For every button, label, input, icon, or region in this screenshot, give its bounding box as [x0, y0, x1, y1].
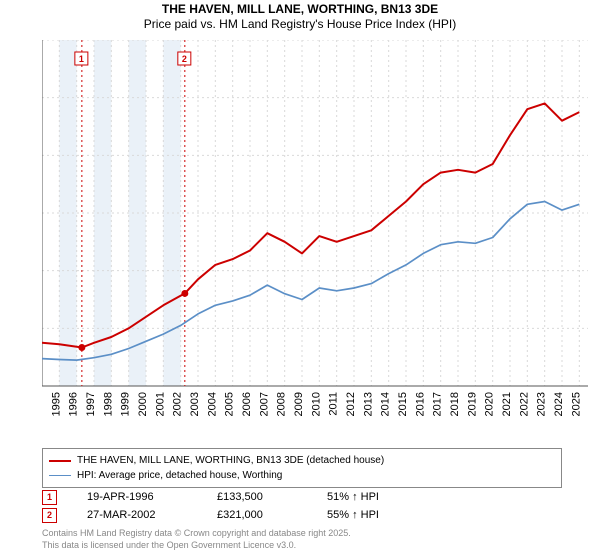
svg-text:2000: 2000 [137, 392, 149, 416]
sale-price-1: £321,000 [217, 509, 297, 521]
svg-text:1996: 1996 [68, 392, 80, 416]
sale-pct-0: 51% ↑ HPI [327, 491, 379, 503]
svg-text:2020: 2020 [484, 392, 496, 416]
svg-text:2014: 2014 [380, 392, 392, 416]
chart-container: THE HAVEN, MILL LANE, WORTHING, BN13 3DE… [0, 0, 600, 560]
sales-row-0: 1 19-APR-1996 £133,500 51% ↑ HPI [42, 488, 379, 506]
svg-text:1999: 1999 [120, 392, 132, 416]
svg-text:1994: 1994 [42, 392, 45, 416]
svg-text:2005: 2005 [224, 392, 236, 416]
svg-text:2008: 2008 [276, 392, 288, 416]
svg-text:1998: 1998 [102, 392, 114, 416]
legend-swatch-0 [49, 460, 71, 462]
svg-text:2003: 2003 [189, 392, 201, 416]
svg-text:1: 1 [79, 54, 84, 64]
svg-text:2024: 2024 [553, 392, 565, 416]
svg-text:2006: 2006 [241, 392, 253, 416]
legend-label-1: HPI: Average price, detached house, Wort… [77, 468, 282, 483]
svg-text:1997: 1997 [85, 392, 97, 416]
svg-text:2002: 2002 [172, 392, 184, 416]
svg-text:2025: 2025 [570, 392, 582, 416]
title-line1: THE HAVEN, MILL LANE, WORTHING, BN13 3DE [0, 2, 600, 17]
svg-text:2001: 2001 [154, 392, 166, 416]
sale-marker-1: 2 [42, 508, 57, 523]
svg-text:2: 2 [182, 54, 187, 64]
footer: Contains HM Land Registry data © Crown c… [42, 528, 351, 551]
footer-line1: Contains HM Land Registry data © Crown c… [42, 528, 351, 540]
legend-row-0: THE HAVEN, MILL LANE, WORTHING, BN13 3DE… [49, 453, 555, 468]
legend-label-0: THE HAVEN, MILL LANE, WORTHING, BN13 3DE… [77, 453, 384, 468]
sale-date-1: 27-MAR-2002 [87, 509, 187, 521]
sales-table: 1 19-APR-1996 £133,500 51% ↑ HPI 2 27-MA… [42, 488, 379, 524]
svg-text:2009: 2009 [293, 392, 305, 416]
sale-pct-1: 55% ↑ HPI [327, 509, 379, 521]
legend-swatch-1 [49, 475, 71, 477]
chart-area: £0£200K£400K£600K£800K£1M£1.2M1994199519… [42, 40, 588, 416]
svg-text:2015: 2015 [397, 392, 409, 416]
footer-line2: This data is licensed under the Open Gov… [42, 540, 351, 552]
svg-text:2007: 2007 [258, 392, 270, 416]
svg-text:1995: 1995 [50, 392, 62, 416]
svg-text:2021: 2021 [501, 392, 513, 416]
svg-text:2004: 2004 [206, 392, 218, 416]
svg-text:2017: 2017 [432, 392, 444, 416]
svg-text:2012: 2012 [345, 392, 357, 416]
svg-text:2019: 2019 [466, 392, 478, 416]
svg-text:2010: 2010 [310, 392, 322, 416]
svg-text:2018: 2018 [449, 392, 461, 416]
title-line2: Price paid vs. HM Land Registry's House … [0, 17, 600, 32]
sales-row-1: 2 27-MAR-2002 £321,000 55% ↑ HPI [42, 506, 379, 524]
svg-text:2016: 2016 [414, 392, 426, 416]
chart-svg: £0£200K£400K£600K£800K£1M£1.2M1994199519… [42, 40, 588, 416]
sale-marker-0: 1 [42, 490, 57, 505]
legend-row-1: HPI: Average price, detached house, Wort… [49, 468, 555, 483]
svg-text:2013: 2013 [362, 392, 374, 416]
svg-text:2011: 2011 [328, 392, 340, 416]
title-block: THE HAVEN, MILL LANE, WORTHING, BN13 3DE… [0, 0, 600, 32]
svg-text:2022: 2022 [518, 392, 530, 416]
svg-text:2023: 2023 [536, 392, 548, 416]
sale-price-0: £133,500 [217, 491, 297, 503]
legend-box: THE HAVEN, MILL LANE, WORTHING, BN13 3DE… [42, 448, 562, 488]
sale-date-0: 19-APR-1996 [87, 491, 187, 503]
